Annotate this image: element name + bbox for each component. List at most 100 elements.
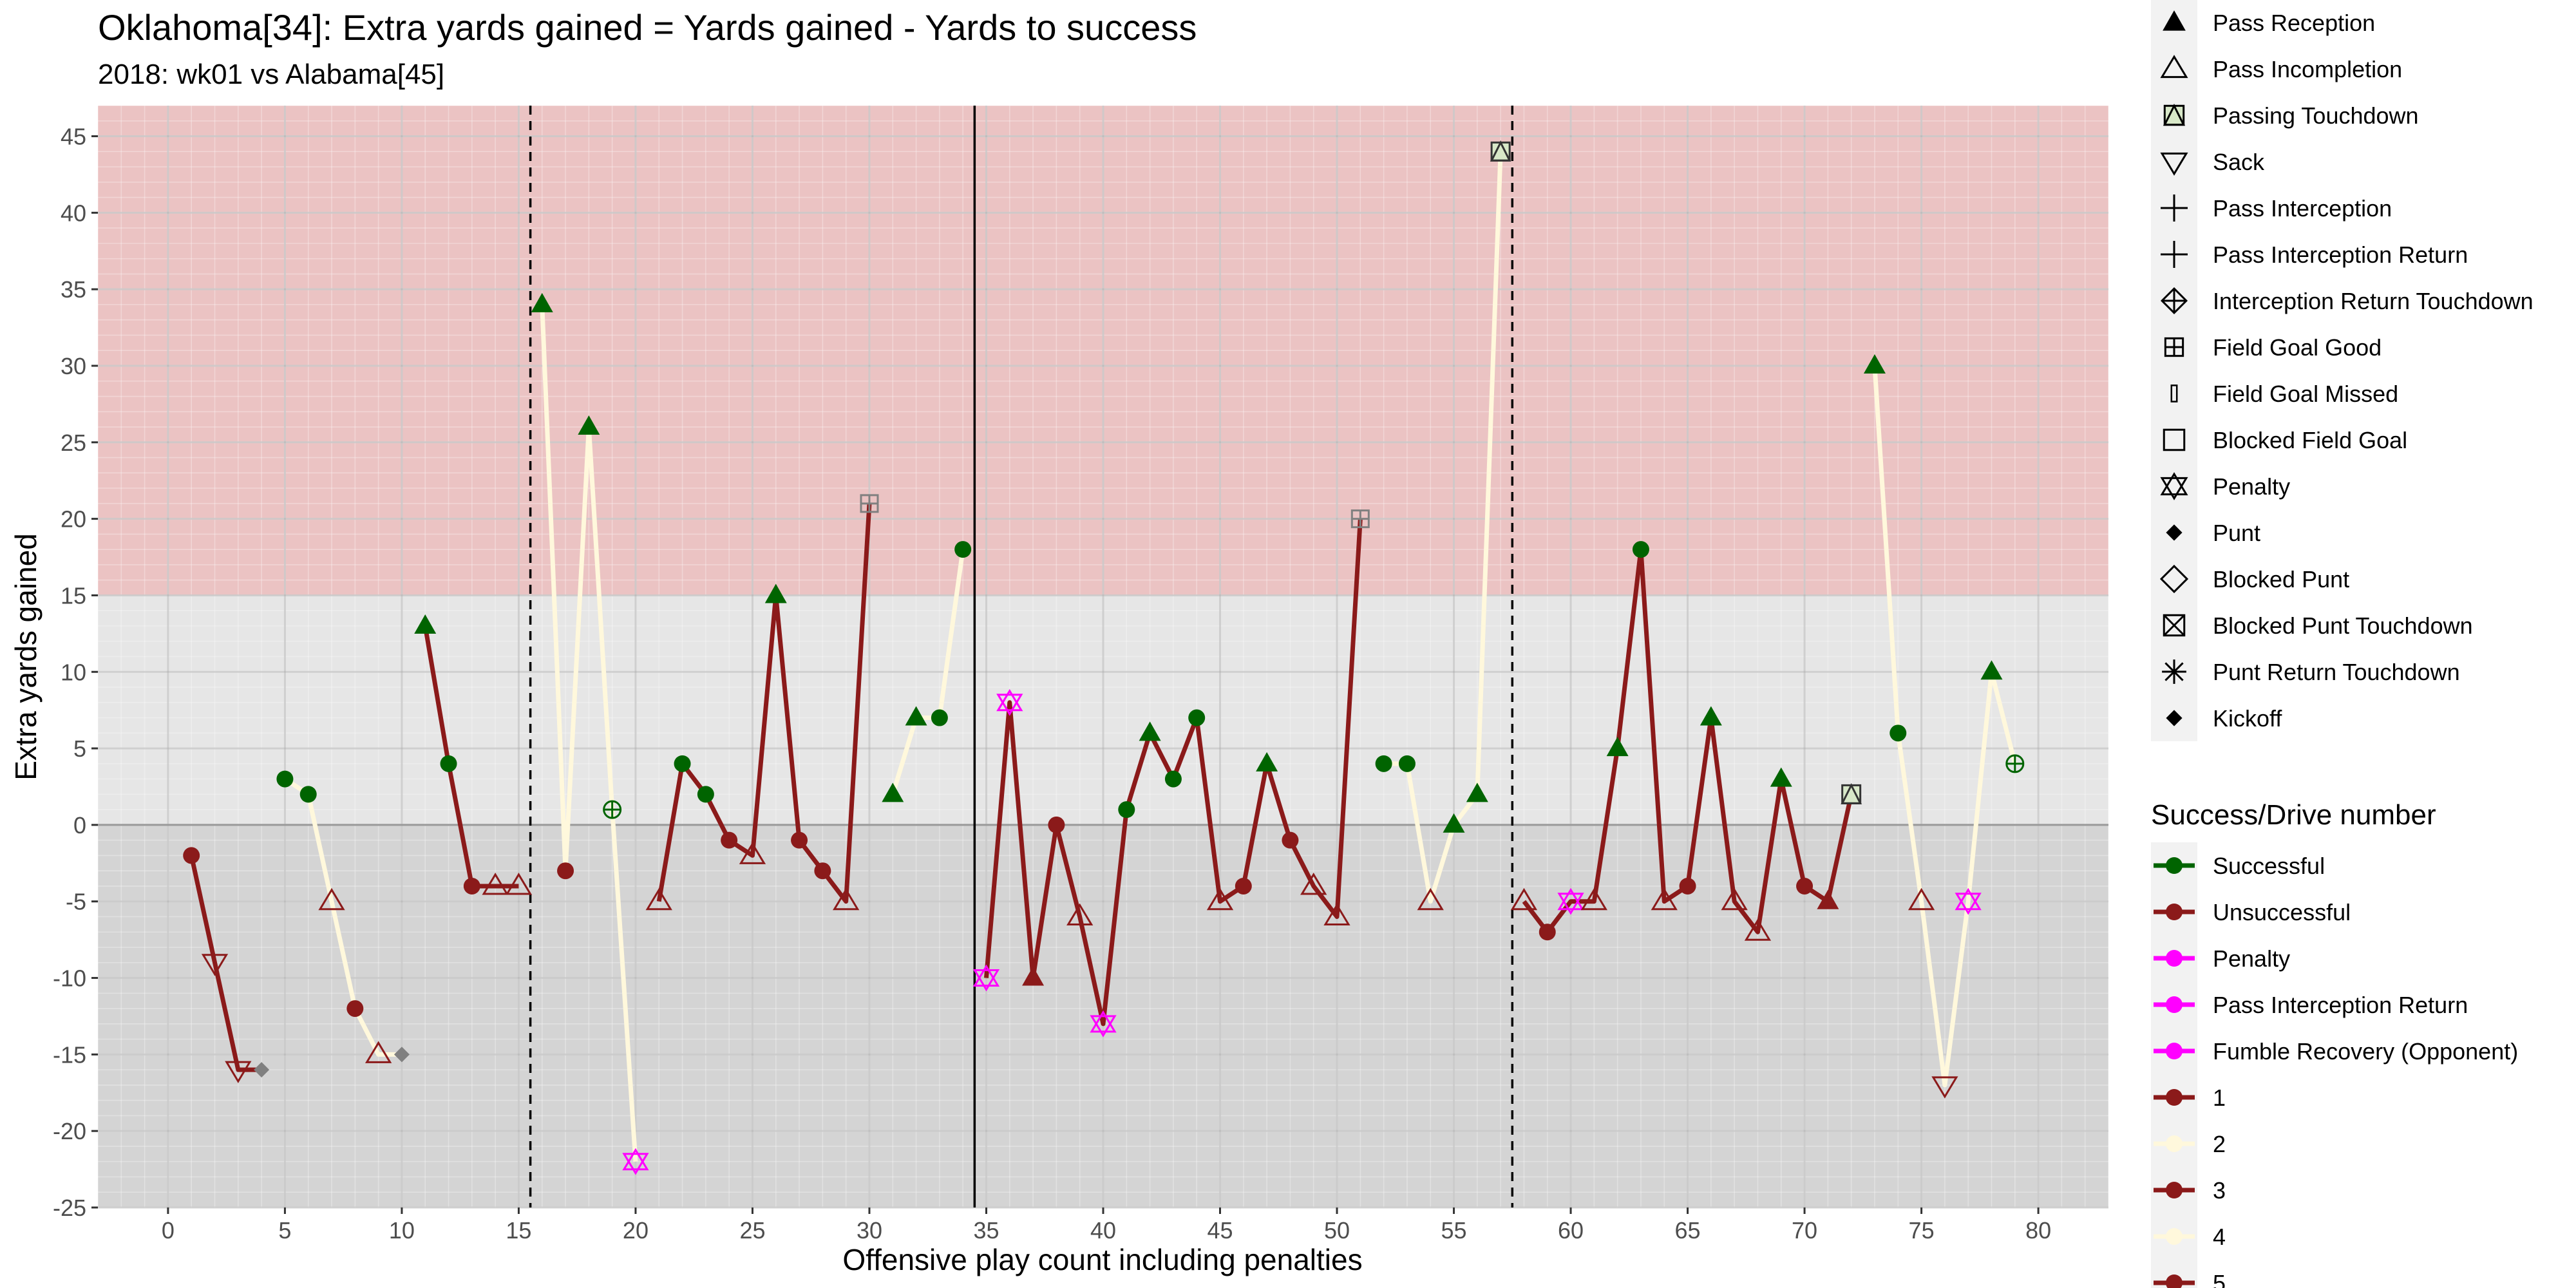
play-marker-60: [1557, 887, 1584, 915]
drive-divider-lines: [529, 106, 1514, 1208]
y-tick-label: 15: [61, 582, 86, 609]
y-tick-label: 20: [61, 506, 86, 533]
legend-label: Kickoff: [2213, 705, 2282, 732]
play-marker-24: [721, 831, 738, 849]
play-marker-63: [1632, 541, 1649, 558]
x-tick-label: 80: [2025, 1217, 2051, 1244]
y-tick-label: 45: [61, 124, 86, 150]
play-marker-44: [1188, 709, 1206, 726]
play-marker-67: [1721, 887, 1748, 911]
legend-label: Pass Reception: [2213, 10, 2375, 36]
play-marker-28: [814, 862, 831, 880]
x-tick-label: 55: [1441, 1217, 1467, 1244]
x-tick-label: 35: [973, 1217, 999, 1244]
x-tick-label: 15: [506, 1217, 531, 1244]
legend-key-13: [2163, 614, 2186, 637]
legend-color-key-5: [2166, 1089, 2183, 1106]
legend-label: Fumble Recovery (Opponent): [2213, 1038, 2518, 1065]
drive-line-5: [656, 503, 872, 904]
legend-label: 2: [2213, 1131, 2226, 1157]
legend-label: Interception Return Touchdown: [2213, 288, 2533, 314]
play-marker-65: [1679, 877, 1696, 895]
play-marker-48: [1282, 831, 1299, 849]
legend-color-key-0: [2166, 857, 2183, 874]
play-marker-25: [739, 842, 766, 864]
play-marker-1: [183, 847, 200, 864]
legend-key-3: [2160, 152, 2188, 176]
legend-play-type: Pass Reception Pass Incompletion Passing T…: [2151, 0, 2533, 741]
y-tick-label: -20: [53, 1118, 86, 1144]
play-marker-58: [1510, 887, 1538, 911]
legend-label: Punt: [2213, 520, 2260, 546]
play-marker-74: [1889, 724, 1907, 742]
legend-label: Pass Incompletion: [2213, 56, 2402, 82]
play-marker-34: [954, 541, 972, 558]
legend-color-key-8: [2166, 1228, 2183, 1245]
play-marker-14: [482, 873, 509, 895]
play-marker-17: [557, 862, 574, 880]
play-marker-66: [1700, 706, 1722, 726]
legend-label: Pass Interception: [2213, 195, 2392, 222]
legend-label: Successful: [2213, 853, 2325, 879]
play-marker-21: [645, 887, 672, 911]
legend-key-0: [2163, 10, 2186, 31]
legend-key-2: [2163, 103, 2186, 126]
play-marker-79: [2005, 754, 2025, 773]
play-marker-3: [225, 1061, 252, 1084]
play-marker-7: [318, 887, 345, 911]
play-marker-42: [1139, 721, 1161, 741]
play-marker-10: [393, 1046, 410, 1063]
play-marker-2: [201, 954, 229, 976]
play-marker-8: [346, 1000, 364, 1018]
play-marker-53: [1398, 755, 1416, 772]
y-axis: -25 -20 -15 -10 -5 0 5 10 15 20 25 30 35 40 45: [53, 124, 98, 1221]
legend-color-title: Success/Drive number: [2151, 799, 2436, 831]
play-marker-12: [440, 755, 457, 772]
legend-label: Pass Interception Return: [2213, 242, 2468, 268]
play-marker-32: [905, 706, 927, 726]
play-marker-78: [1980, 660, 2003, 680]
play-marker-6: [299, 786, 317, 803]
play-marker-73: [1863, 354, 1886, 374]
play-marker-56: [1466, 782, 1488, 802]
legend-label: Blocked Punt: [2213, 566, 2349, 592]
legend-label: Unsuccessful: [2213, 899, 2351, 925]
legend-key-1: [2160, 55, 2188, 79]
legend-label: Pass Interception Return: [2213, 992, 2468, 1018]
drive-line-6: [890, 549, 965, 795]
play-marker-13: [463, 877, 480, 895]
legend-label: Penalty: [2213, 473, 2290, 500]
play-marker-23: [697, 786, 714, 803]
play-marker-43: [1164, 770, 1182, 788]
play-marker-38: [1048, 816, 1065, 833]
x-tick-label: 45: [1207, 1217, 1233, 1244]
legend-label: 1: [2213, 1084, 2226, 1111]
x-axis-title: Offensive play count including penalties: [842, 1243, 1362, 1276]
y-tick-label: 35: [61, 276, 86, 303]
legend-key-10: [2160, 472, 2188, 500]
chart-title: Oklahoma[34]: Extra yards gained = Yards…: [98, 7, 1197, 48]
play-marker-18: [578, 415, 600, 435]
play-marker-41: [1118, 801, 1135, 819]
legend-key-12: [2159, 564, 2189, 594]
play-marker-68: [1744, 918, 1772, 941]
legend-key-15: [2166, 710, 2183, 726]
play-marker-39: [1066, 903, 1094, 925]
legend-key-14: [2162, 659, 2186, 684]
legend-label: Passing Touchdown: [2213, 102, 2419, 129]
play-marker-62: [1606, 737, 1629, 757]
play-marker-26: [764, 583, 787, 603]
play-marker-9: [365, 1041, 392, 1063]
play-marker-47: [1256, 752, 1278, 772]
legend-key-7: [2164, 337, 2184, 357]
y-tick-label: -25: [53, 1195, 86, 1221]
legend-color-key-1: [2166, 904, 2183, 920]
y-tick-label: -10: [53, 965, 86, 992]
legend-label: Punt Return Touchdown: [2213, 659, 2460, 685]
play-marker-55: [1443, 813, 1465, 833]
play-marker-27: [791, 831, 808, 849]
play-marker-37: [1022, 966, 1045, 986]
x-tick-label: 60: [1558, 1217, 1584, 1244]
play-marker-71: [1817, 889, 1839, 909]
